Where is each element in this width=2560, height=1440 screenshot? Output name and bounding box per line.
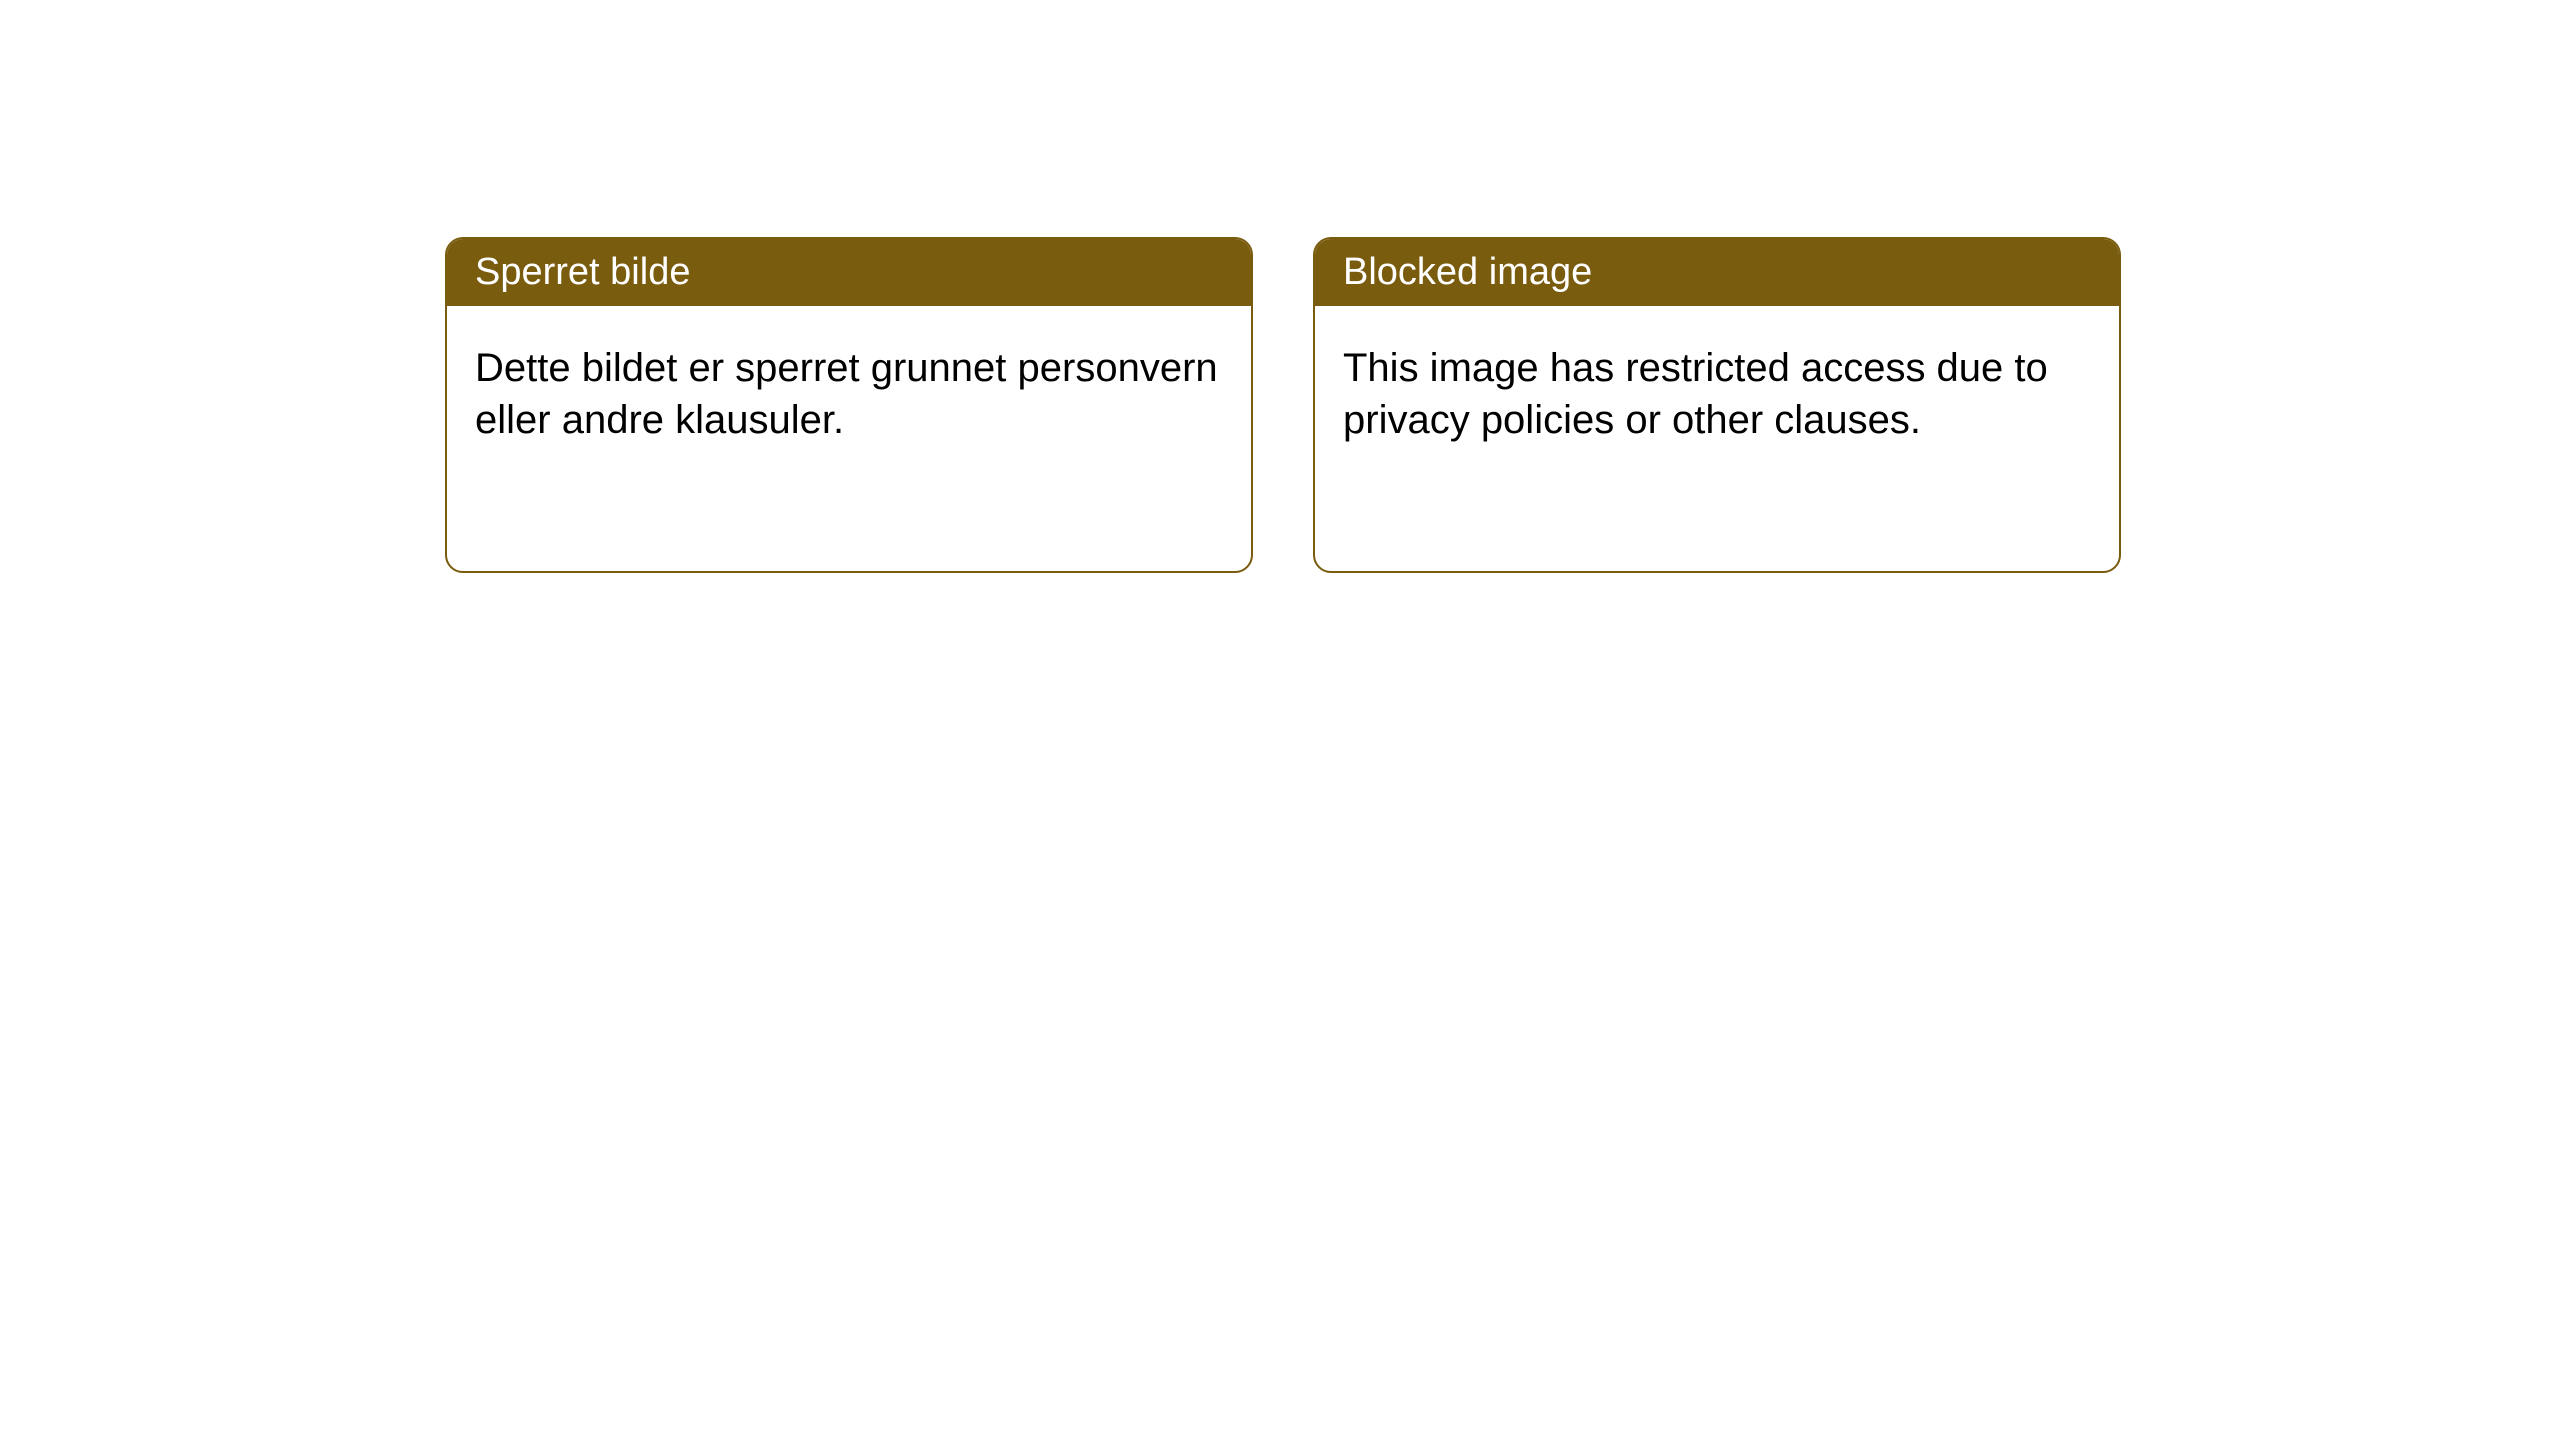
card-title: Sperret bilde <box>475 251 690 293</box>
card-body: This image has restricted access due to … <box>1315 306 2119 482</box>
notice-cards-container: Sperret bilde Dette bildet er sperret gr… <box>445 237 2121 573</box>
card-header: Sperret bilde <box>447 239 1251 306</box>
card-title: Blocked image <box>1343 251 1592 293</box>
card-body-text: Dette bildet er sperret grunnet personve… <box>475 346 1218 442</box>
card-header: Blocked image <box>1315 239 2119 306</box>
card-body-text: This image has restricted access due to … <box>1343 346 2048 442</box>
notice-card-norwegian: Sperret bilde Dette bildet er sperret gr… <box>445 237 1253 573</box>
card-body: Dette bildet er sperret grunnet personve… <box>447 306 1251 482</box>
notice-card-english: Blocked image This image has restricted … <box>1313 237 2121 573</box>
